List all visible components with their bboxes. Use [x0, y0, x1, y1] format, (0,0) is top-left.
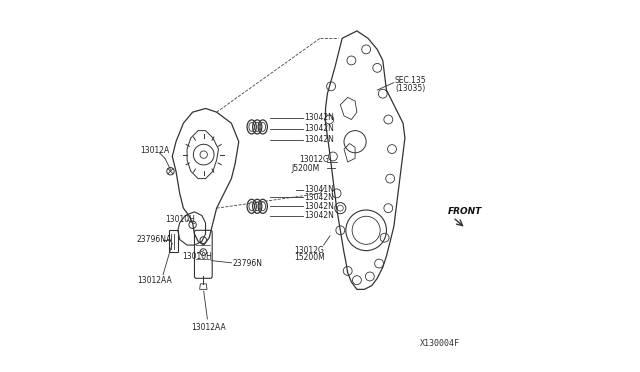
Text: 23796N: 23796N [232, 259, 262, 268]
Text: 13042N: 13042N [305, 202, 334, 211]
Text: 13042N: 13042N [305, 113, 334, 122]
Text: 13012AA: 13012AA [137, 276, 172, 285]
Text: 13042N: 13042N [305, 193, 334, 202]
Text: X130004F: X130004F [420, 340, 460, 349]
Text: 13042N: 13042N [305, 135, 334, 144]
Text: (13035): (13035) [395, 84, 425, 93]
Text: 13010H: 13010H [166, 215, 196, 224]
Text: 13012A: 13012A [140, 147, 170, 155]
Text: 13012AA: 13012AA [191, 323, 225, 331]
Text: 13042N: 13042N [305, 124, 334, 133]
Text: J5200M: J5200M [291, 164, 319, 173]
Text: 13042N: 13042N [305, 211, 334, 220]
Text: 23796NA: 23796NA [137, 235, 172, 244]
Text: 13012G: 13012G [294, 246, 324, 255]
Text: 15200M: 15200M [294, 253, 325, 263]
Text: FRONT: FRONT [447, 207, 482, 217]
Text: 13010H: 13010H [182, 251, 212, 261]
Text: 13041N: 13041N [305, 185, 334, 194]
Text: SEC.135: SEC.135 [395, 76, 427, 85]
Text: 13012G: 13012G [300, 155, 330, 164]
